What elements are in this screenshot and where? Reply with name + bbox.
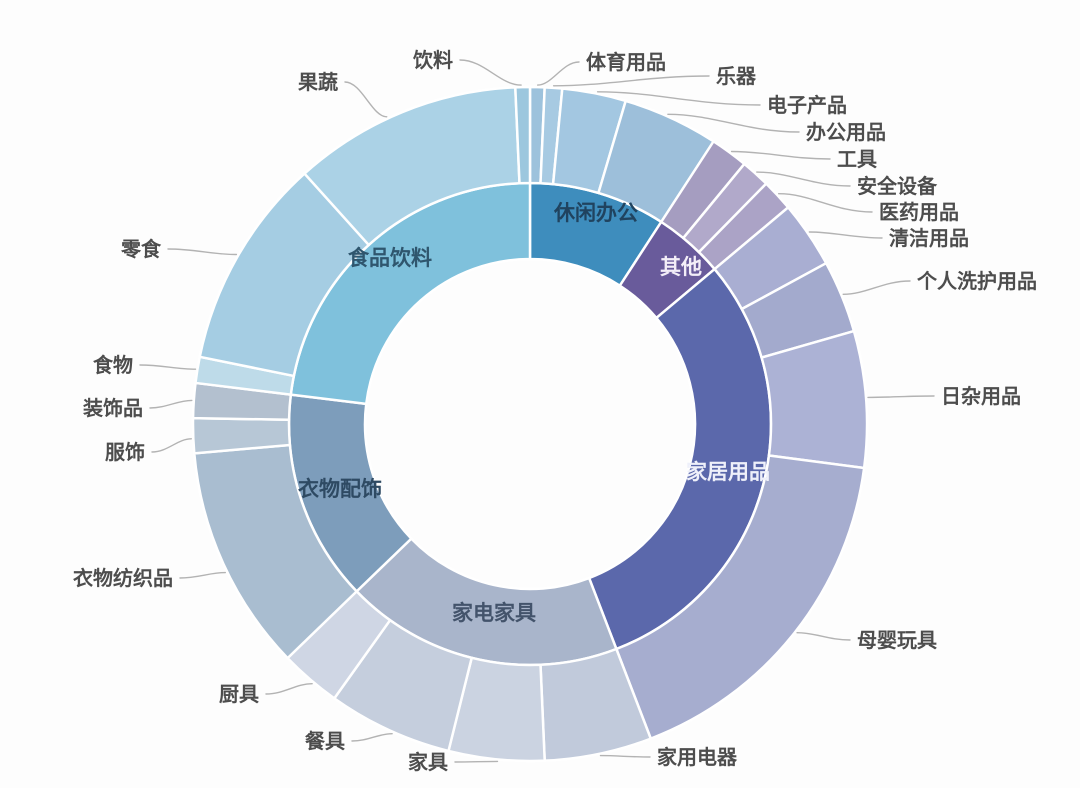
leader-line-母婴玩具 — [796, 632, 851, 641]
leader-line-乐器 — [552, 75, 710, 87]
label-其他: 其他 — [660, 255, 702, 279]
leader-line-个人洗护用品 — [842, 280, 911, 295]
leader-line-装饰品 — [149, 399, 193, 409]
label-安全设备: 安全设备 — [857, 174, 938, 198]
label-体育用品: 体育用品 — [586, 50, 666, 74]
label-清洁用品: 清洁用品 — [889, 226, 969, 250]
leader-line-清洁用品 — [808, 231, 883, 239]
label-饮料: 饮料 — [412, 48, 453, 72]
label-餐具: 餐具 — [305, 729, 345, 753]
leader-line-家用电器 — [599, 754, 651, 758]
label-厨具: 厨具 — [219, 684, 259, 706]
label-日杂用品: 日杂用品 — [941, 384, 1021, 408]
label-家用电器: 家用电器 — [657, 745, 738, 769]
leader-line-果蔬 — [344, 81, 388, 118]
label-家居用品: 家居用品 — [686, 460, 770, 484]
label-医药用品: 医药用品 — [879, 200, 959, 224]
leader-line-办公用品 — [667, 113, 800, 133]
label-乐器: 乐器 — [716, 65, 757, 88]
label-母婴玩具: 母婴玩具 — [857, 629, 937, 652]
label-休闲办公: 休闲办公 — [553, 202, 638, 225]
label-食物: 食物 — [93, 353, 133, 377]
label-衣物配饰: 衣物配饰 — [298, 477, 382, 501]
leader-line-厨具 — [265, 683, 313, 695]
label-家具: 家具 — [408, 750, 448, 774]
leader-line-食物 — [139, 364, 197, 370]
leader-line-体育用品 — [537, 61, 580, 86]
leader-line-餐具 — [351, 733, 393, 742]
label-衣物纺织品: 衣物纺织品 — [73, 566, 173, 590]
leader-line-饮料 — [459, 59, 522, 86]
leader-line-电子产品 — [596, 91, 761, 106]
label-装饰品: 装饰品 — [82, 396, 143, 420]
leader-line-安全设备 — [756, 171, 851, 187]
label-食品饮料: 食品饮料 — [348, 246, 432, 270]
label-服饰: 服饰 — [105, 440, 145, 464]
label-零食: 零食 — [120, 237, 162, 261]
leader-line-医药用品 — [778, 193, 873, 213]
label-工具: 工具 — [837, 149, 877, 171]
leader-line-家具 — [454, 760, 499, 763]
leader-line-衣物纺织品 — [179, 571, 226, 579]
leader-line-工具 — [730, 150, 831, 160]
sector-饮料[interactable] — [514, 85, 532, 185]
leader-line-零食 — [167, 248, 238, 256]
leader-line-日杂用品 — [867, 395, 935, 399]
label-果蔬: 果蔬 — [298, 71, 338, 94]
label-家电家具: 家电家具 — [452, 601, 536, 625]
label-办公用品: 办公用品 — [806, 120, 886, 144]
leader-line-服饰 — [151, 438, 192, 453]
label-个人洗护用品: 个人洗护用品 — [916, 269, 1037, 293]
label-电子产品: 电子产品 — [767, 93, 847, 117]
